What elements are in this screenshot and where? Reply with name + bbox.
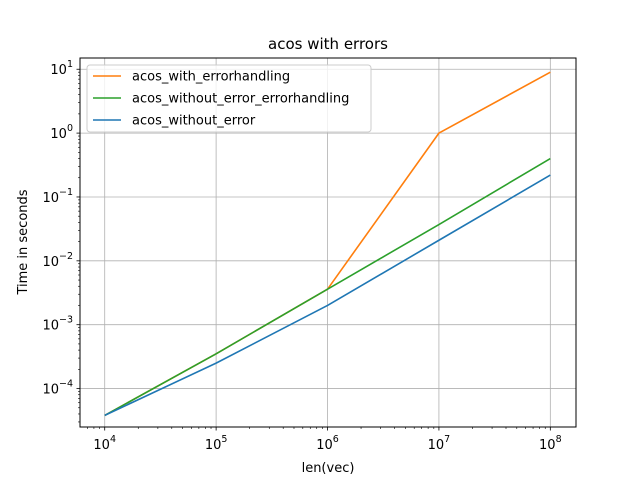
legend-box xyxy=(86,64,372,133)
plot-frame xyxy=(79,57,577,428)
y-axis: 10−4 10−3 10−2 10−1 100 101 xyxy=(42,59,80,423)
series-lines xyxy=(104,71,551,417)
x-axis: 104 105 106 107 108 xyxy=(87,427,562,453)
y-tick-label: 10−3 xyxy=(42,315,73,334)
x-tick-label: 108 xyxy=(539,434,562,453)
y-tick-label: 101 xyxy=(50,59,73,78)
y-tick-label: 100 xyxy=(50,123,73,142)
x-tick-label: 105 xyxy=(205,434,228,453)
series-line-acos_without_error_errorhandling xyxy=(104,157,551,417)
chart-title: acos with errors xyxy=(268,35,388,53)
x-tick-label: 107 xyxy=(428,434,451,453)
legend-label: acos_without_error xyxy=(132,114,256,129)
series-line-acos_without_error xyxy=(104,174,551,417)
legend-label: acos_without_error_errorhandling xyxy=(132,92,349,107)
y-tick-label: 10−4 xyxy=(42,379,73,398)
x-axis-label: len(vec) xyxy=(302,461,355,476)
x-tick-label: 104 xyxy=(93,434,116,453)
legend-label: acos_with_errorhandling xyxy=(132,70,290,85)
y-axis-label: Time in seconds xyxy=(16,189,31,295)
x-tick-label: 106 xyxy=(316,434,339,453)
y-tick-label: 10−1 xyxy=(42,187,73,206)
y-tick-label: 10−2 xyxy=(42,251,73,270)
legend: acos_with_errorhandling acos_without_erro… xyxy=(86,64,372,133)
